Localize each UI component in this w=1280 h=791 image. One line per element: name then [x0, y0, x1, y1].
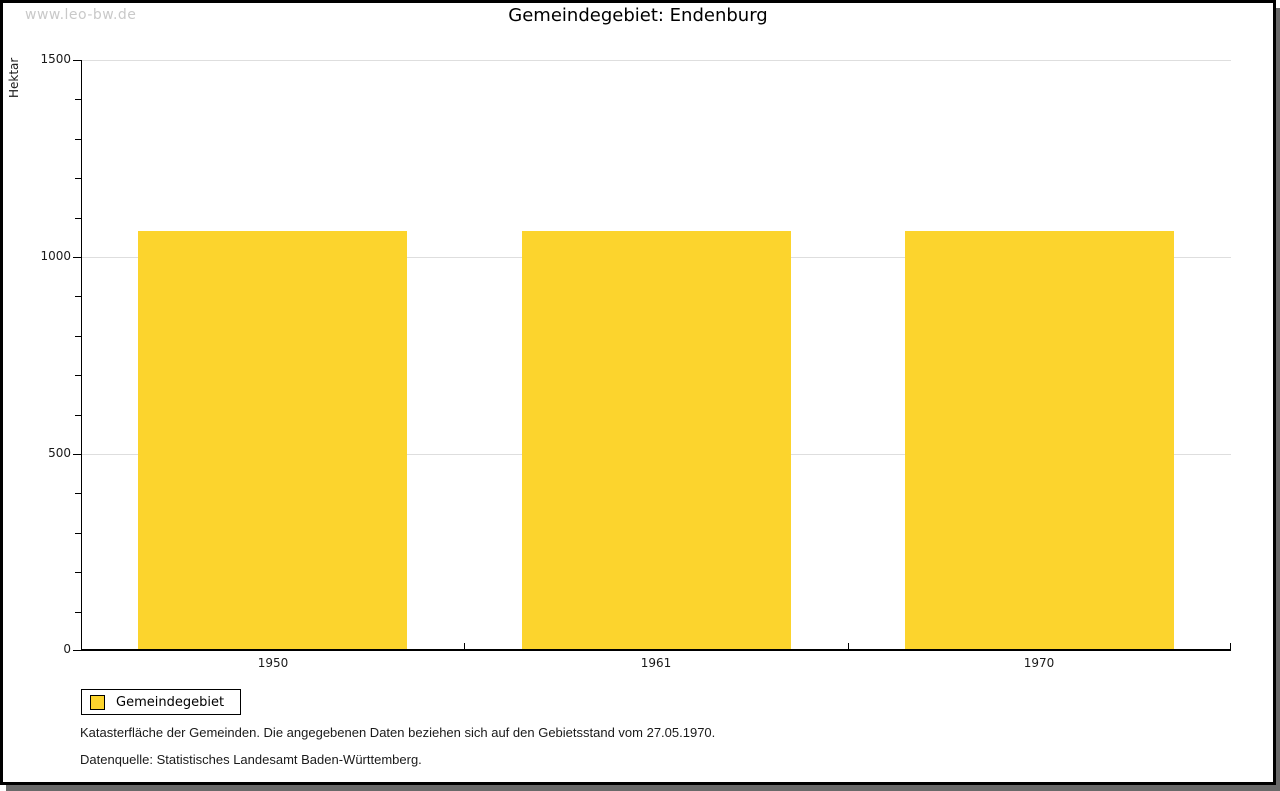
x-boundary-tick-1 — [464, 643, 465, 649]
legend-swatch-icon — [90, 694, 105, 710]
y-tick-label-500: 500 — [48, 446, 71, 460]
y-tick-label-1500: 1500 — [40, 52, 71, 66]
y-tick-label-0: 0 — [63, 642, 71, 656]
y-minor-tick-1300 — [75, 139, 81, 140]
y-minor-tick-700 — [75, 375, 81, 376]
x-boundary-tick-3 — [1230, 643, 1231, 649]
y-minor-tick-600 — [75, 415, 81, 416]
y-minor-tick-300 — [75, 533, 81, 534]
y-minor-tick-800 — [75, 336, 81, 337]
y-minor-tick-1400 — [75, 99, 81, 100]
footnote-line1: Katasterfläche der Gemeinden. Die angege… — [80, 725, 716, 740]
y-tick-500 — [73, 454, 81, 455]
y-axis-label: Hektar — [7, 57, 21, 98]
bar-1950 — [138, 231, 407, 649]
y-tick-1000 — [73, 257, 81, 258]
x-tick-label-1950: 1950 — [257, 656, 289, 670]
y-tick-0 — [73, 650, 81, 651]
chart-title: Gemeindegebiet: Endenburg — [508, 5, 768, 26]
y-minor-tick-1100 — [75, 218, 81, 219]
y-minor-tick-400 — [75, 493, 81, 494]
y-minor-tick-900 — [75, 296, 81, 297]
legend: Gemeindegebiet — [81, 689, 241, 715]
y-minor-tick-200 — [75, 572, 81, 573]
y-minor-tick-1200 — [75, 178, 81, 179]
footnote-line2: Datenquelle: Statistisches Landesamt Bad… — [80, 752, 422, 767]
legend-label: Gemeindegebiet — [116, 694, 225, 710]
watermark: www.leo-bw.de — [25, 7, 137, 23]
y-minor-tick-100 — [75, 612, 81, 613]
y-tick-label-1000: 1000 — [40, 249, 71, 263]
x-tick-label-1970: 1970 — [1023, 656, 1055, 670]
x-axis-line — [81, 649, 1231, 651]
bar-1961 — [522, 231, 791, 649]
gridline-y-1500 — [81, 60, 1231, 61]
x-tick-label-1961: 1961 — [640, 656, 672, 670]
y-tick-1500 — [73, 60, 81, 61]
x-boundary-tick-2 — [848, 643, 849, 649]
y-axis-line — [81, 60, 82, 651]
bar-1970 — [905, 231, 1174, 649]
plot-area: 0 500 1000 1500 1950 1961 1970 — [40, 52, 1231, 670]
